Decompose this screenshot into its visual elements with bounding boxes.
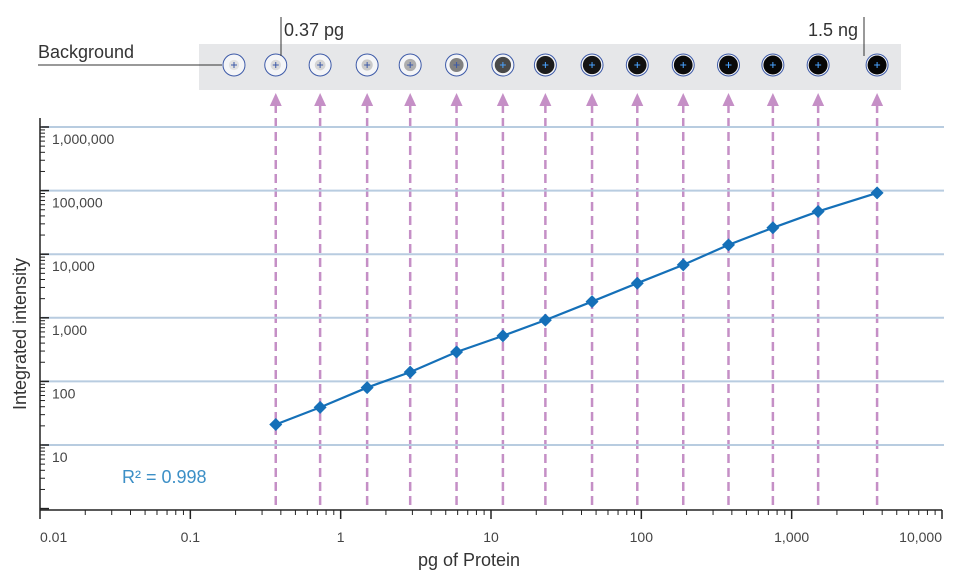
spot-arrow-head xyxy=(496,93,509,106)
data-point xyxy=(766,221,780,235)
r-squared-label: R² = 0.998 xyxy=(122,467,207,487)
data-point xyxy=(676,258,690,272)
data-point xyxy=(313,400,327,414)
spot-arrow-head xyxy=(722,93,735,106)
spot-arrow-head xyxy=(586,93,599,106)
data-point xyxy=(360,381,374,395)
x-axis-title: pg of Protein xyxy=(418,550,520,570)
spot-arrow-head xyxy=(269,93,282,106)
data-point xyxy=(450,345,464,359)
spot-arrow-head xyxy=(766,93,779,106)
data-point xyxy=(811,204,825,218)
y-tick-label: 1,000,000 xyxy=(52,131,114,147)
data-point xyxy=(585,295,599,309)
x-tick-label: 0.01 xyxy=(40,529,67,545)
y-axis-title: Integrated intensity xyxy=(10,258,30,410)
spot-arrow-head xyxy=(450,93,463,106)
callouts: Background 0.37 pg 1.5 ng xyxy=(38,17,865,66)
spot-arrow-head xyxy=(812,93,825,106)
blot-spots xyxy=(222,53,889,77)
background-label: Background xyxy=(38,42,134,62)
low-label: 0.37 pg xyxy=(284,20,344,40)
x-tick-label: 1 xyxy=(337,529,345,545)
x-tick-label: 1,000 xyxy=(774,529,809,545)
series-line xyxy=(275,191,878,426)
y-tick-label: 1,000 xyxy=(52,322,87,338)
spot-arrow-head xyxy=(539,93,552,106)
y-tick-label: 10 xyxy=(52,449,68,465)
high-label: 1.5 ng xyxy=(808,20,858,40)
gridlines xyxy=(42,126,944,446)
data-point xyxy=(538,313,552,327)
y-tick-label: 10,000 xyxy=(52,258,95,274)
spot-arrows xyxy=(269,93,884,505)
x-tick-label: 0.1 xyxy=(181,529,201,545)
y-tick-label: 100,000 xyxy=(52,195,103,211)
spot-arrow-head xyxy=(361,93,374,106)
axes: 10 100 1,000 10,000 100,000 1,000,000 0.01 0.1 1… xyxy=(39,118,943,545)
data-point xyxy=(630,276,644,290)
x-tick-label: 100 xyxy=(630,529,654,545)
y-tick-label: 100 xyxy=(52,385,76,401)
spot-arrow-head xyxy=(631,93,644,106)
series-layer xyxy=(269,186,884,432)
spot-arrow-head xyxy=(404,93,417,106)
x-tick-label: 10 xyxy=(483,529,499,545)
data-point xyxy=(721,238,735,252)
data-point xyxy=(403,365,417,379)
spot-arrow-head xyxy=(871,93,884,106)
spot-arrow-head xyxy=(314,93,327,106)
data-point xyxy=(870,186,884,200)
x-tick-label: 10,000 xyxy=(899,529,942,545)
data-point xyxy=(269,418,283,432)
spot-arrow-head xyxy=(677,93,690,106)
data-point xyxy=(496,329,510,343)
